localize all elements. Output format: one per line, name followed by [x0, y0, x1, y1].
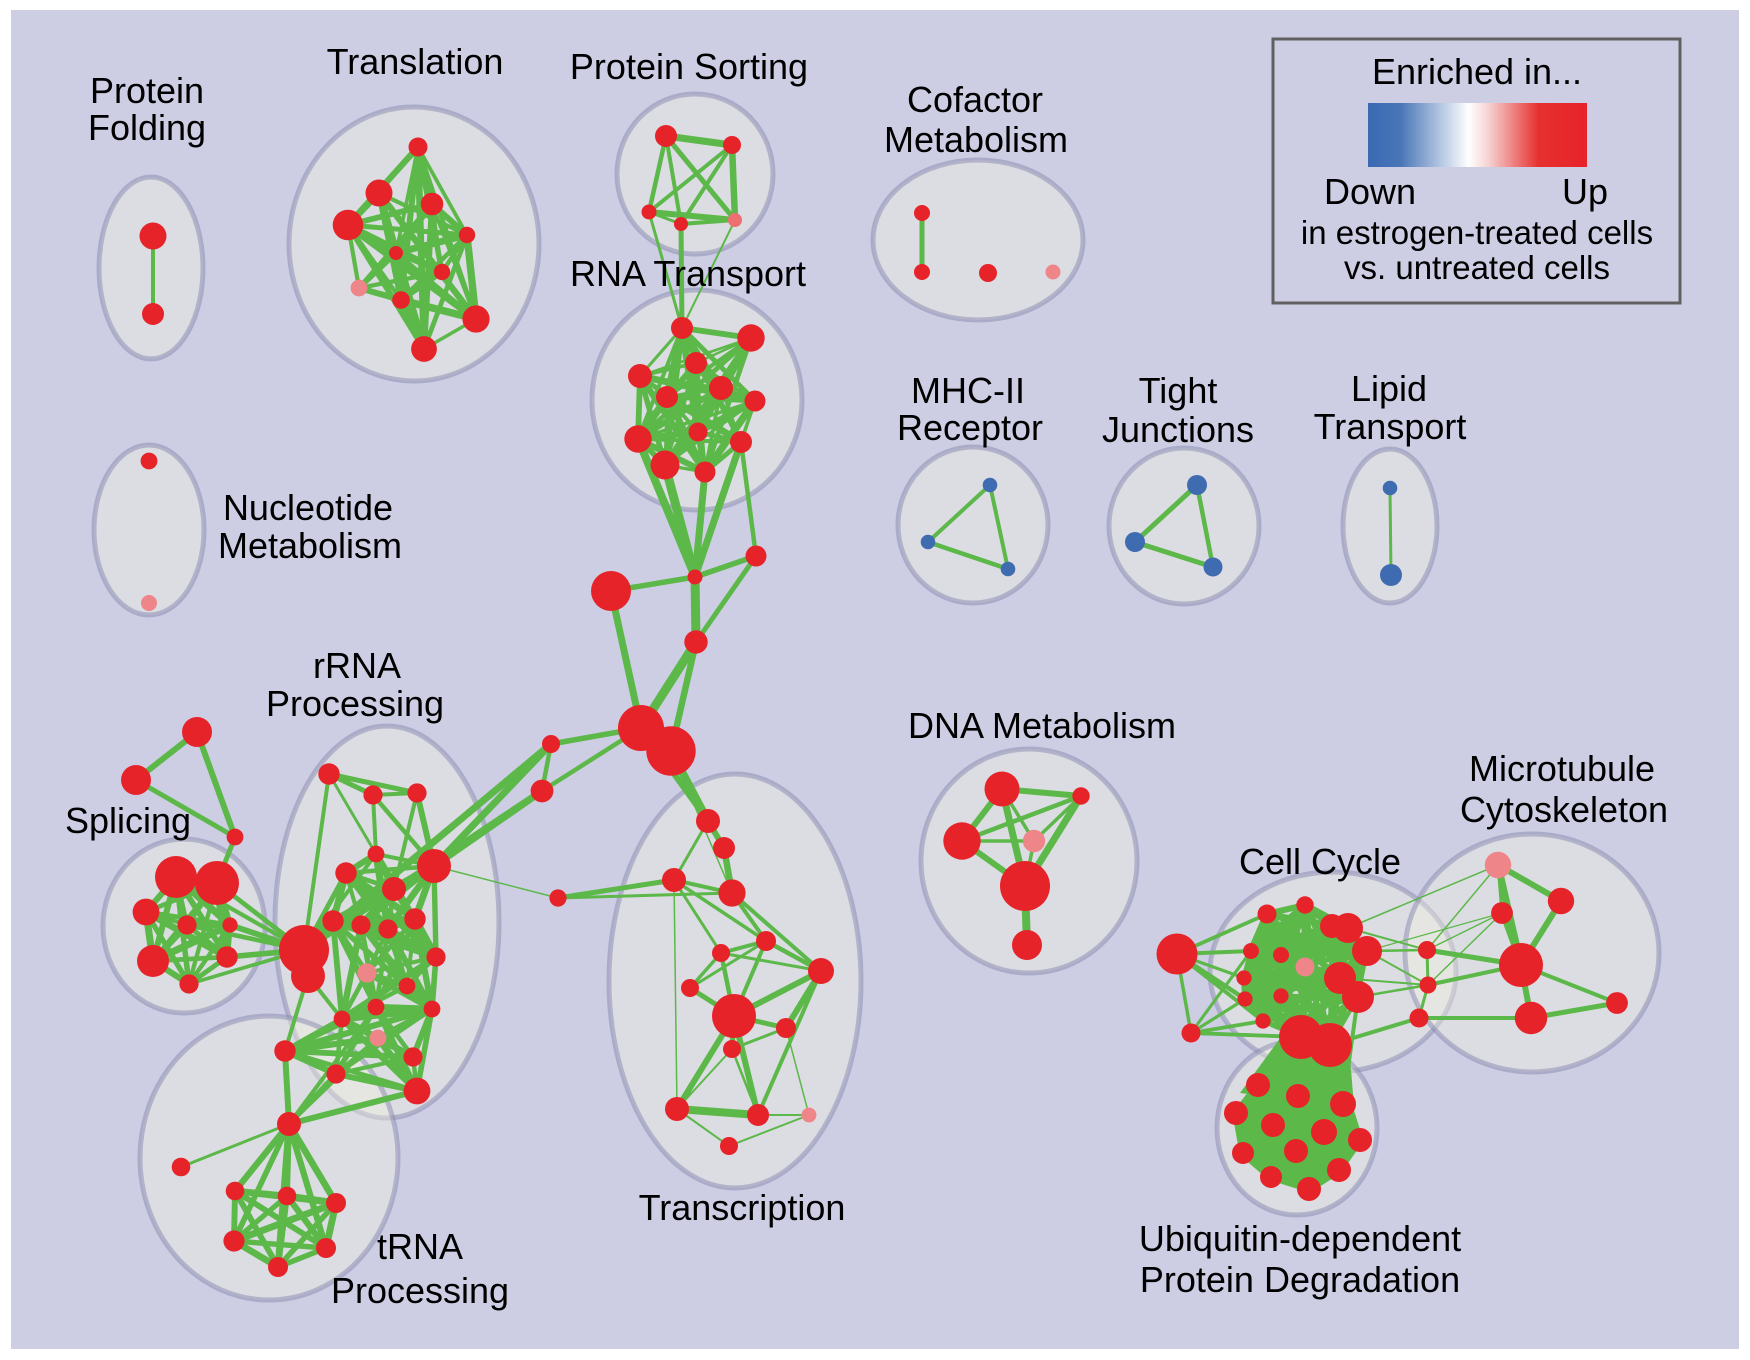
svg-text:RNA Transport: RNA Transport	[570, 253, 806, 294]
svg-text:Processing: Processing	[331, 1270, 509, 1311]
svg-text:Receptor: Receptor	[897, 407, 1043, 448]
svg-text:Protein Degradation: Protein Degradation	[1140, 1259, 1460, 1300]
svg-text:Microtubule: Microtubule	[1469, 748, 1655, 789]
svg-text:DNA Metabolism: DNA Metabolism	[908, 705, 1176, 746]
svg-text:Splicing: Splicing	[65, 800, 191, 841]
svg-text:in estrogen-treated cells: in estrogen-treated cells	[1301, 214, 1653, 251]
svg-text:Protein Sorting: Protein Sorting	[570, 46, 808, 87]
svg-text:Processing: Processing	[266, 683, 444, 724]
svg-text:Down: Down	[1324, 171, 1416, 212]
svg-text:MHC-II: MHC-II	[911, 370, 1025, 411]
svg-text:tRNA: tRNA	[377, 1226, 463, 1267]
svg-text:Transcription: Transcription	[639, 1187, 846, 1228]
svg-text:vs. untreated cells: vs. untreated cells	[1344, 249, 1610, 286]
svg-text:Cofactor: Cofactor	[907, 79, 1043, 120]
svg-text:Tight: Tight	[1139, 370, 1218, 411]
svg-text:Metabolism: Metabolism	[884, 119, 1068, 160]
svg-text:Translation: Translation	[327, 41, 504, 82]
svg-text:Transport: Transport	[1314, 406, 1467, 447]
svg-text:rRNA: rRNA	[313, 645, 401, 686]
svg-text:Metabolism: Metabolism	[218, 525, 402, 566]
svg-text:Enriched in...: Enriched in...	[1372, 51, 1582, 92]
svg-text:Ubiquitin-dependent: Ubiquitin-dependent	[1139, 1218, 1461, 1259]
svg-text:Nucleotide: Nucleotide	[223, 487, 393, 528]
svg-text:Lipid: Lipid	[1351, 368, 1427, 409]
svg-text:Protein: Protein	[90, 70, 204, 111]
svg-text:Folding: Folding	[88, 107, 206, 148]
svg-text:Cell Cycle: Cell Cycle	[1239, 841, 1401, 882]
svg-text:Up: Up	[1562, 171, 1608, 212]
svg-text:Cytoskeleton: Cytoskeleton	[1460, 789, 1668, 830]
svg-text:Junctions: Junctions	[1102, 409, 1254, 450]
